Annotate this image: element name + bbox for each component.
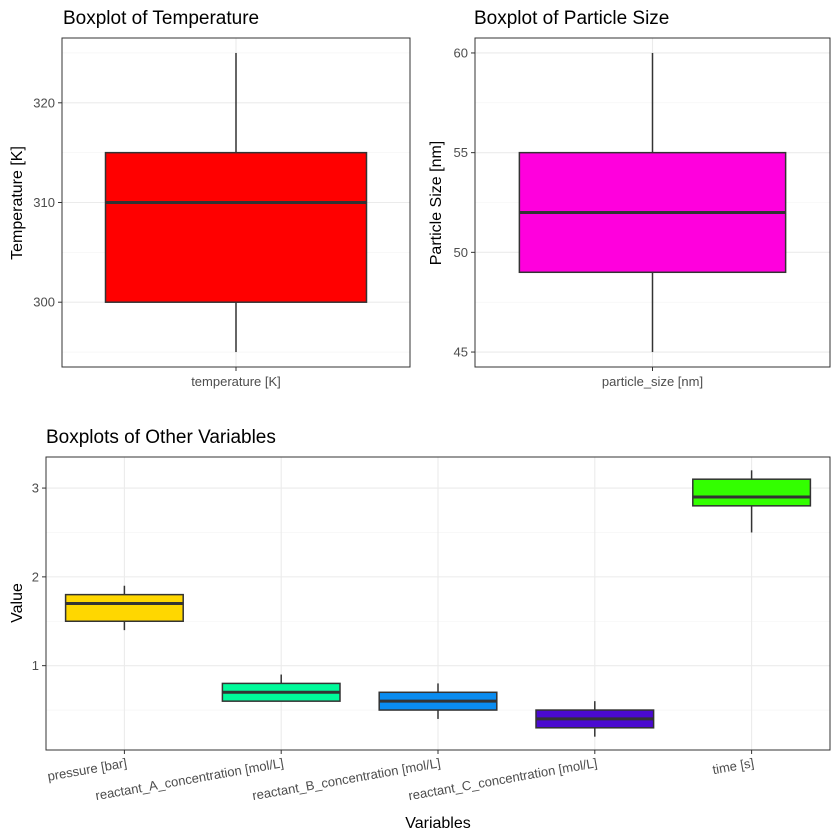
y-tick-label: 45 <box>454 345 468 360</box>
chart-title: Boxplots of Other Variables <box>46 427 276 448</box>
y-tick-label: 3 <box>32 481 39 496</box>
y-tick-label: 310 <box>33 195 55 210</box>
y-tick-label: 300 <box>33 295 55 310</box>
y-tick-label: 1 <box>32 658 39 673</box>
y-tick-label: 320 <box>33 95 55 110</box>
chart-title: Boxplot of Temperature <box>63 8 259 29</box>
box-reactant-a-concentration <box>221 674 341 702</box>
particle-size-boxplot-panel: Boxplot of Particle Size Particle Size [… <box>428 8 831 389</box>
x-tick-label: temperature [K] <box>191 374 281 389</box>
temperature-boxplot-panel: Boxplot of Temperature Temperature [K] 3… <box>9 8 411 389</box>
y-axis-title: Value <box>9 583 26 623</box>
box-pressure <box>64 585 184 631</box>
plot-area: 300 310 320 temperature [K] <box>33 37 411 389</box>
box-time <box>692 470 812 533</box>
box-iqr <box>64 593 184 623</box>
other-variables-boxplot-panel: Boxplots of Other Variables Value Variab… <box>9 427 831 832</box>
box-reactant-c-concentration <box>535 701 655 737</box>
y-tick-label: 50 <box>454 245 468 260</box>
y-axis-title: Temperature [K] <box>9 146 26 260</box>
y-axis-title: Particle Size [nm] <box>428 141 445 265</box>
box-iqr <box>104 151 368 303</box>
box-reactant-b-concentration <box>378 683 498 719</box>
y-tick-label: 2 <box>32 569 39 584</box>
box-particle-size <box>518 52 787 353</box>
x-tick-label: time [s] <box>711 755 755 777</box>
plot-area: 45 50 55 60 particle_size [nm] <box>454 37 831 389</box>
x-tick-label: pressure [bar] <box>46 755 128 784</box>
x-axis-title: Variables <box>405 815 471 832</box>
y-tick-label: 60 <box>454 45 468 60</box>
box-temperature <box>104 52 368 353</box>
chart-title: Boxplot of Particle Size <box>474 8 669 29</box>
box-iqr <box>692 478 812 507</box>
y-tick-label: 55 <box>454 145 468 160</box>
x-tick-label: particle_size [nm] <box>602 374 703 389</box>
